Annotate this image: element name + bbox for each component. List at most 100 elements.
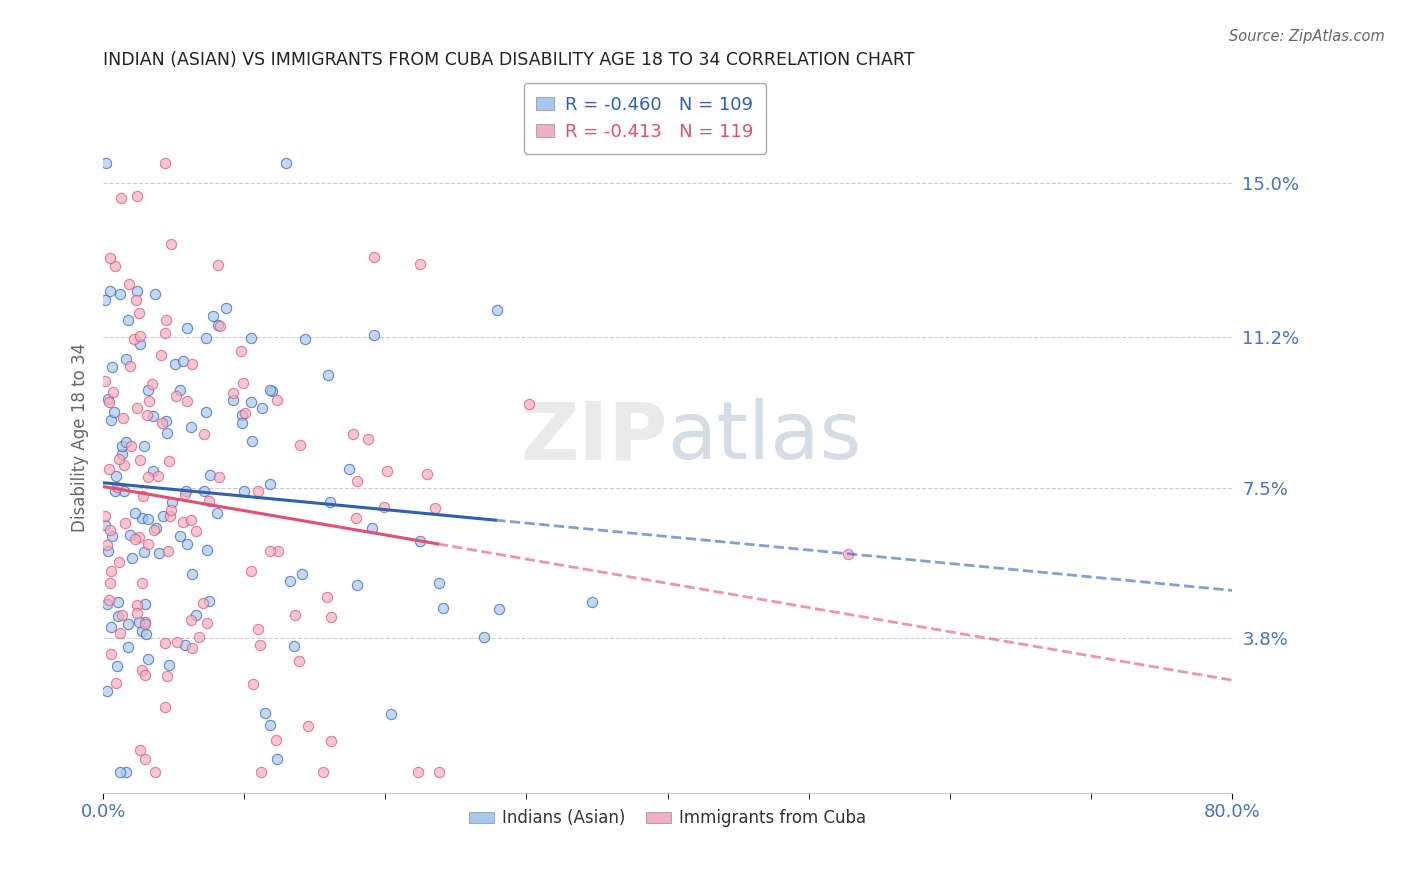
Point <box>174 483 197 498</box>
Point <box>264 733 287 747</box>
Point <box>488 602 510 616</box>
Point <box>120 439 142 453</box>
Point <box>114 765 136 780</box>
Point <box>231 416 253 430</box>
Point <box>157 453 180 467</box>
Point <box>181 640 204 655</box>
Point <box>104 483 127 498</box>
Point <box>297 719 319 733</box>
Point <box>134 617 156 632</box>
Point <box>409 534 432 549</box>
Point <box>172 515 194 529</box>
Point <box>128 615 150 629</box>
Point <box>105 469 128 483</box>
Point <box>93 509 115 524</box>
Point <box>239 330 262 344</box>
Point <box>267 543 290 558</box>
Point <box>111 607 134 622</box>
Point <box>111 439 134 453</box>
Point <box>202 309 225 323</box>
Point <box>125 401 148 415</box>
Point <box>837 547 859 561</box>
Text: ZIP: ZIP <box>520 398 668 476</box>
Point <box>250 765 273 780</box>
Point <box>197 594 219 608</box>
Point <box>180 614 202 628</box>
Point <box>129 329 152 343</box>
Point <box>125 293 148 307</box>
Point <box>110 286 132 301</box>
Point <box>121 551 143 566</box>
Point <box>283 639 305 653</box>
Point <box>375 465 398 479</box>
Point <box>188 630 211 644</box>
Point <box>136 512 159 526</box>
Point <box>173 638 195 652</box>
Point <box>231 343 253 358</box>
Point <box>198 468 221 483</box>
Point <box>108 626 131 640</box>
Point <box>193 426 215 441</box>
Point <box>149 348 172 362</box>
Point <box>96 538 118 552</box>
Point <box>103 385 125 400</box>
Point <box>143 765 166 780</box>
Point <box>115 351 138 366</box>
Text: INDIAN (ASIAN) VS IMMIGRANTS FROM CUBA DISABILITY AGE 18 TO 34 CORRELATION CHART: INDIAN (ASIAN) VS IMMIGRANTS FROM CUBA D… <box>103 51 915 69</box>
Point <box>517 397 540 411</box>
Point <box>128 453 150 467</box>
Point <box>294 332 316 346</box>
Point <box>266 752 288 766</box>
Point <box>319 494 342 508</box>
Point <box>125 606 148 620</box>
Point <box>135 409 157 423</box>
Point <box>134 668 156 682</box>
Point <box>152 509 174 524</box>
Text: Source: ZipAtlas.com: Source: ZipAtlas.com <box>1229 29 1385 44</box>
Point <box>284 608 307 623</box>
Point <box>165 389 187 403</box>
Point <box>104 259 127 273</box>
Point <box>143 523 166 537</box>
Point <box>138 393 160 408</box>
Point <box>239 564 262 578</box>
Point <box>129 336 152 351</box>
Point <box>260 384 283 398</box>
Point <box>181 357 204 371</box>
Point <box>232 376 254 391</box>
Point <box>406 765 429 780</box>
Point <box>581 595 603 609</box>
Point <box>193 596 215 610</box>
Point <box>136 651 159 665</box>
Point <box>146 469 169 483</box>
Point <box>169 529 191 543</box>
Point <box>150 416 173 430</box>
Point <box>315 590 337 604</box>
Point <box>427 765 450 780</box>
Point <box>134 597 156 611</box>
Point <box>131 664 153 678</box>
Point <box>94 518 117 533</box>
Point <box>138 383 160 397</box>
Point <box>339 462 361 476</box>
Point <box>316 368 339 383</box>
Point <box>346 474 368 488</box>
Point <box>231 408 253 422</box>
Point <box>100 413 122 427</box>
Point <box>425 501 447 516</box>
Point <box>246 622 269 636</box>
Point <box>155 414 177 428</box>
Point <box>290 438 312 452</box>
Point <box>259 717 281 731</box>
Point <box>363 250 385 264</box>
Point <box>274 155 297 169</box>
Point <box>129 743 152 757</box>
Point <box>259 477 281 491</box>
Point <box>128 306 150 320</box>
Point <box>357 432 380 446</box>
Point <box>124 533 146 547</box>
Point <box>112 458 135 472</box>
Point <box>380 707 402 722</box>
Point <box>143 287 166 301</box>
Point <box>117 277 139 291</box>
